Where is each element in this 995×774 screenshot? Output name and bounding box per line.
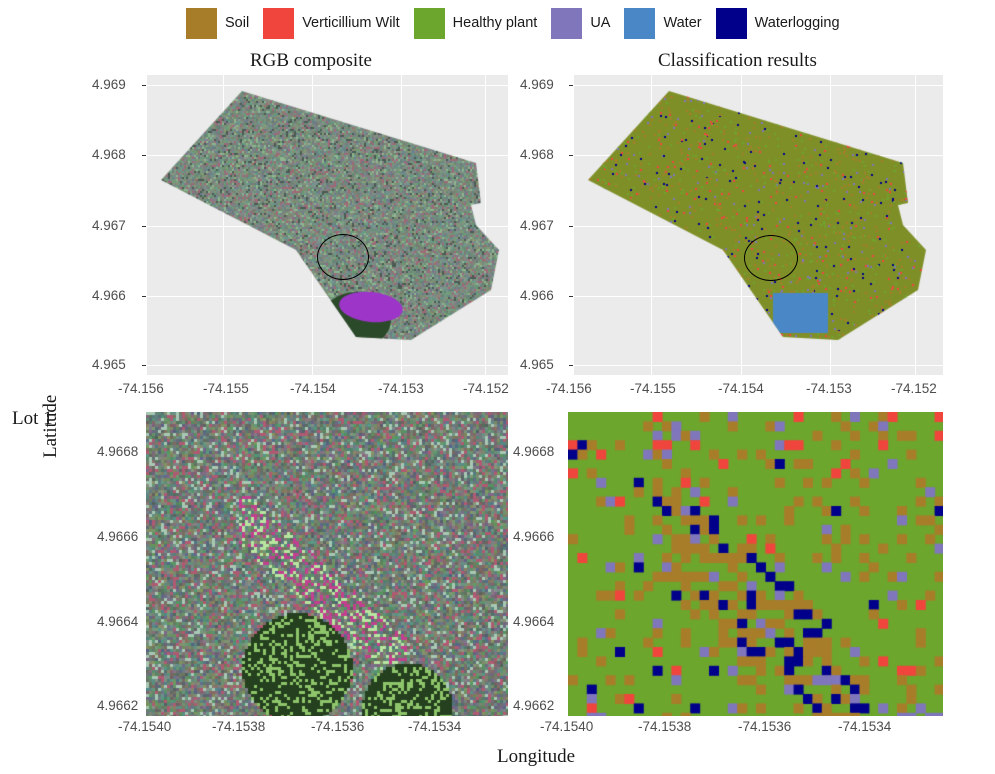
y-tick-label: 4.969 [520, 77, 554, 92]
x-tick-label: -74.152 [891, 381, 937, 396]
x-tick-label: -74.1534 [408, 719, 462, 734]
map-rgb-composite-lot [146, 75, 508, 375]
legend-item-water: Water [624, 7, 702, 39]
legend-label-water: Water [663, 15, 702, 31]
rgb-zoom-raster [146, 412, 508, 716]
x-tick-label: -74.1540 [118, 719, 172, 734]
legend-item-healthy-plant: Healthy plant [413, 7, 538, 39]
legend-swatch-water [624, 7, 656, 39]
legend-swatch-ua [551, 7, 583, 39]
legend-label-waterlogging: Waterlogging [754, 15, 840, 31]
y-tick-label: 4.968 [520, 147, 554, 162]
classification-zoom-raster [568, 412, 943, 716]
x-tick-label: -74.156 [546, 381, 592, 396]
legend-item-ua: UA [551, 7, 611, 39]
lot-label: Lot 1 [12, 408, 53, 429]
y-tick-label: 4.966 [92, 288, 126, 303]
region-of-interest-circle-classification [744, 235, 798, 281]
rgb-field-raster [146, 75, 508, 375]
classification-field-raster [573, 75, 943, 375]
y-tick-label: 4.965 [92, 357, 126, 372]
y-tick-label: 4.9662 [97, 698, 139, 713]
legend-label-ua: UA [590, 15, 611, 31]
legend-swatch-healthy-plant [413, 7, 445, 39]
longitude-axis-label: Longitude [497, 746, 576, 767]
y-tick-label: 4.9664 [513, 614, 555, 629]
legend-swatch-waterlogging [715, 7, 747, 39]
legend-swatch-soil [186, 7, 217, 39]
legend: Soil Verticillium Wilt Healthy plant UA … [186, 6, 854, 40]
y-tick-label: 4.9662 [513, 698, 555, 713]
y-tick-label: 4.9668 [97, 444, 139, 459]
x-tick-label: -74.154 [718, 381, 764, 396]
y-tick-label: 4.9664 [97, 614, 139, 629]
y-tick-label: 4.9666 [97, 529, 139, 544]
x-tick-label: -74.1536 [738, 719, 792, 734]
x-tick-label: -74.154 [290, 381, 336, 396]
y-tick-label: 4.969 [92, 77, 126, 92]
x-tick-label: -74.1538 [212, 719, 266, 734]
x-tick-label: -74.1534 [838, 719, 892, 734]
x-tick-label: -74.153 [806, 381, 852, 396]
map-rgb-composite-zoom [146, 412, 508, 716]
legend-label-healthy-plant: Healthy plant [452, 15, 538, 31]
x-tick-label: -74.156 [118, 381, 164, 396]
x-tick-label: -74.1540 [540, 719, 594, 734]
x-tick-label: -74.155 [203, 381, 249, 396]
x-tick-label: -74.155 [630, 381, 676, 396]
y-tick-label: 4.965 [520, 357, 554, 372]
map-classification-zoom [568, 412, 943, 716]
legend-item-soil: Soil [186, 7, 250, 39]
latitude-axis-label: Latitude [40, 394, 61, 458]
y-tick-label: 4.967 [520, 218, 554, 233]
map-classification-lot [573, 75, 943, 375]
x-tick-label: -74.1536 [311, 719, 365, 734]
y-tick-label: 4.968 [92, 147, 126, 162]
y-tick-label: 4.967 [92, 218, 126, 233]
y-tick-label: 4.966 [520, 288, 554, 303]
title-rgb-composite: RGB composite [250, 50, 372, 71]
title-classification-results: Classification results [658, 50, 817, 71]
region-of-interest-circle-rgb [317, 234, 369, 280]
legend-item-verticillium-wilt: Verticillium Wilt [263, 7, 400, 39]
y-tick-label: 4.9666 [513, 529, 555, 544]
x-tick-label: -74.153 [378, 381, 424, 396]
x-tick-label: -74.152 [463, 381, 509, 396]
legend-item-waterlogging: Waterlogging [715, 7, 840, 39]
y-tick-label: 4.9668 [513, 444, 555, 459]
legend-label-soil: Soil [225, 15, 250, 31]
x-tick-label: -74.1538 [638, 719, 692, 734]
legend-swatch-verticillium-wilt [263, 7, 295, 39]
legend-label-verticillium-wilt: Verticillium Wilt [302, 15, 400, 31]
